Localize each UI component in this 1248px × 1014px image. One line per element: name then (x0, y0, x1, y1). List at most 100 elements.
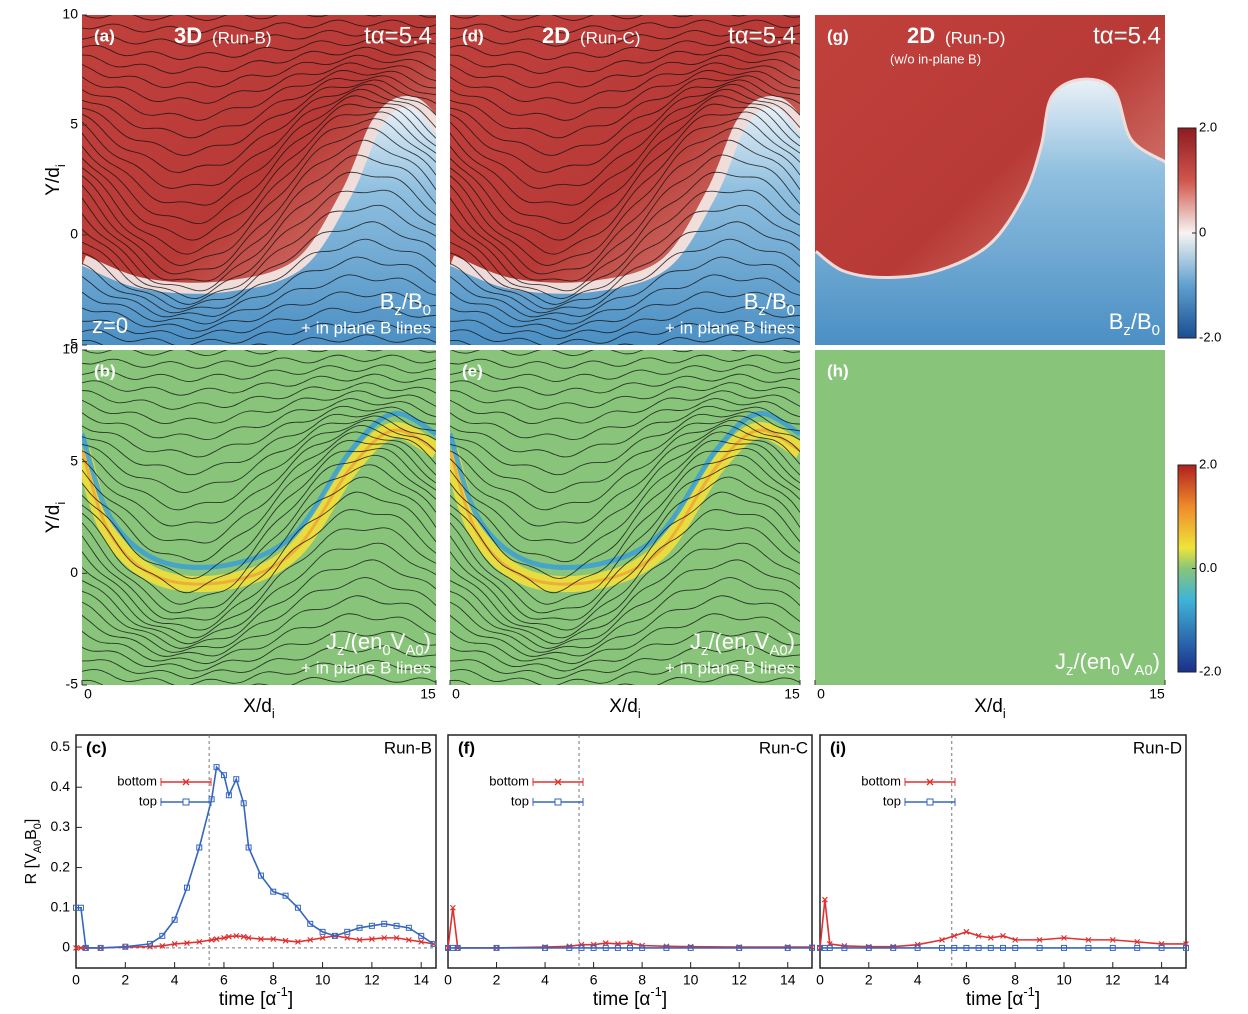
x-tick-label: 15 (784, 686, 800, 702)
quantity-label-part: B (1109, 309, 1124, 334)
colorbar-tick-label: -2.0 (1199, 329, 1221, 344)
note: + in plane B lines (665, 318, 795, 337)
quantity-label-part: V (1120, 649, 1135, 674)
x-tick-label: 4 (171, 972, 179, 988)
y-tick-label: 0.3 (51, 818, 71, 834)
line-panel: 0246810121400.10.20.30.40.5time [α-1]R [… (23, 735, 436, 1010)
y-tick-label: 0 (70, 564, 78, 580)
x-tick-label: 0 (444, 972, 452, 988)
legend-label: top (883, 793, 901, 808)
y-tick-label: 0.4 (51, 778, 71, 794)
run-name: (Run-D) (945, 28, 1005, 47)
quantity-label-part: z (1066, 662, 1073, 679)
y-axis-label-part: A0 (32, 840, 44, 853)
x-tick-label: 10 (1056, 972, 1072, 988)
run-dimension: 2D (907, 23, 935, 48)
y-tick-label: 10 (62, 341, 78, 357)
x-axis-label-part: X/d (243, 696, 272, 717)
y-axis-label-part: R [V (23, 853, 40, 884)
time-label: tα=5.4 (728, 22, 796, 49)
quantity-label-part: A0 (769, 642, 787, 659)
y-axis-label-part: Y/d (43, 167, 64, 196)
y-tick-label: 0 (62, 939, 70, 955)
x-tick-label: 6 (220, 972, 228, 988)
page: (a)3D(Run-B)tα=5.4Bz/B0+ in plane B line… (0, 0, 1248, 1014)
quantity-label-part: /B (766, 289, 787, 314)
quantity-label-part: /(en (708, 629, 746, 654)
panel-label: (c) (86, 738, 107, 757)
y-tick-label: 0 (70, 226, 78, 242)
run-name: (Run-C) (580, 28, 640, 47)
x-axis-label: X/di (243, 696, 274, 721)
time-label: tα=5.4 (364, 22, 432, 49)
quantity-label-part: /B (1131, 309, 1152, 334)
x-axis-label-part: -1 (1023, 984, 1034, 999)
x-axis-label-part: -1 (650, 984, 661, 999)
x-tick-label: 0 (817, 686, 825, 702)
panel-label: (a) (94, 26, 115, 45)
colorbar-tick-label: 0.0 (1199, 560, 1217, 575)
figure: (a)3D(Run-B)tα=5.4Bz/B0+ in plane B line… (0, 0, 1248, 1014)
colorbar-tick-label: 0 (1199, 224, 1206, 239)
x-axis-label-part: X/d (974, 696, 1003, 717)
y-axis-label: Y/di (43, 164, 68, 195)
x-tick-label: 12 (731, 972, 747, 988)
note: + in plane B lines (301, 318, 431, 337)
x-tick-label: 4 (914, 972, 922, 988)
x-tick-label: 12 (364, 972, 380, 988)
panel-label: (b) (94, 361, 116, 380)
y-tick-label: 10 (62, 6, 78, 22)
heatmap-panel: (e)Jz/(en0VA0)+ in plane B lines015X/di (450, 344, 800, 720)
x-axis-label-part: X/d (609, 696, 638, 717)
x-tick-label: 10 (683, 972, 699, 988)
quantity-label-part: /(en (1073, 649, 1111, 674)
x-axis-label: X/di (609, 696, 640, 721)
colorbar-tick-label: 2.0 (1199, 119, 1217, 134)
field-image (815, 15, 1165, 345)
quantity-label-part: z (701, 642, 708, 659)
x-axis-label: time [α-1] (593, 984, 667, 1010)
quantity-label-part: 0 (423, 302, 431, 319)
y-tick-label: 0.1 (51, 898, 71, 914)
legend-label: bottom (117, 773, 157, 788)
quantity-label-part: J (326, 629, 337, 654)
x-tick-label: 2 (865, 972, 873, 988)
quantity-label-part: B (380, 289, 395, 314)
quantity-label-part: ) (424, 629, 431, 654)
field-image (815, 350, 1165, 685)
x-tick-label: 2 (493, 972, 501, 988)
x-axis-label: time [α-1] (966, 984, 1040, 1010)
quantity-label-part: V (755, 629, 770, 654)
quantity-label-part: /(en (344, 629, 382, 654)
x-tick-label: 12 (1105, 972, 1121, 988)
quantity-label-part: A0 (405, 642, 423, 659)
time-label: tα=5.4 (1093, 22, 1161, 49)
x-tick-label: 15 (420, 686, 436, 702)
note: + in plane B lines (301, 658, 431, 677)
x-axis-label-part: ] (1035, 989, 1040, 1010)
x-axis-label-part: i (638, 706, 641, 721)
colorbar-tick-label: -2.0 (1199, 663, 1221, 678)
y-axis-label-part: i (53, 502, 68, 505)
quantity-label-part: ) (788, 629, 795, 654)
run-name: Run-B (384, 738, 432, 757)
quantity-label-part: 0 (787, 302, 795, 319)
heatmap-panel: (a)3D(Run-B)tα=5.4Bz/B0+ in plane B line… (43, 6, 436, 355)
legend-marker (927, 799, 933, 805)
heatmap-panel: (g)2D(Run-D)tα=5.4(w/o in-plane B)Bz/B02… (815, 15, 1221, 345)
heatmap-panel: (d)2D(Run-C)tα=5.4Bz/B0+ in plane B line… (450, 10, 800, 355)
run-name: Run-D (1133, 738, 1182, 757)
heatmap-panel: (h)Jz/(en0VA0)015X/di2.00.0-2.0 (815, 350, 1221, 721)
plot-frame (76, 735, 436, 968)
run-subtitle: (w/o in-plane B) (890, 51, 981, 66)
quantity-label-part: z (758, 302, 765, 319)
quantity-label-part: 0 (382, 642, 390, 659)
x-tick-label: 0 (452, 686, 460, 702)
x-axis-label-part: ] (662, 989, 667, 1010)
note: + in plane B lines (665, 658, 795, 677)
x-axis-label-part: time [α (593, 989, 650, 1010)
x-axis-label: time [α-1] (219, 984, 293, 1010)
legend-label: bottom (489, 773, 529, 788)
quantity-label-part: z (1123, 322, 1130, 339)
x-tick-label: 14 (780, 972, 796, 988)
